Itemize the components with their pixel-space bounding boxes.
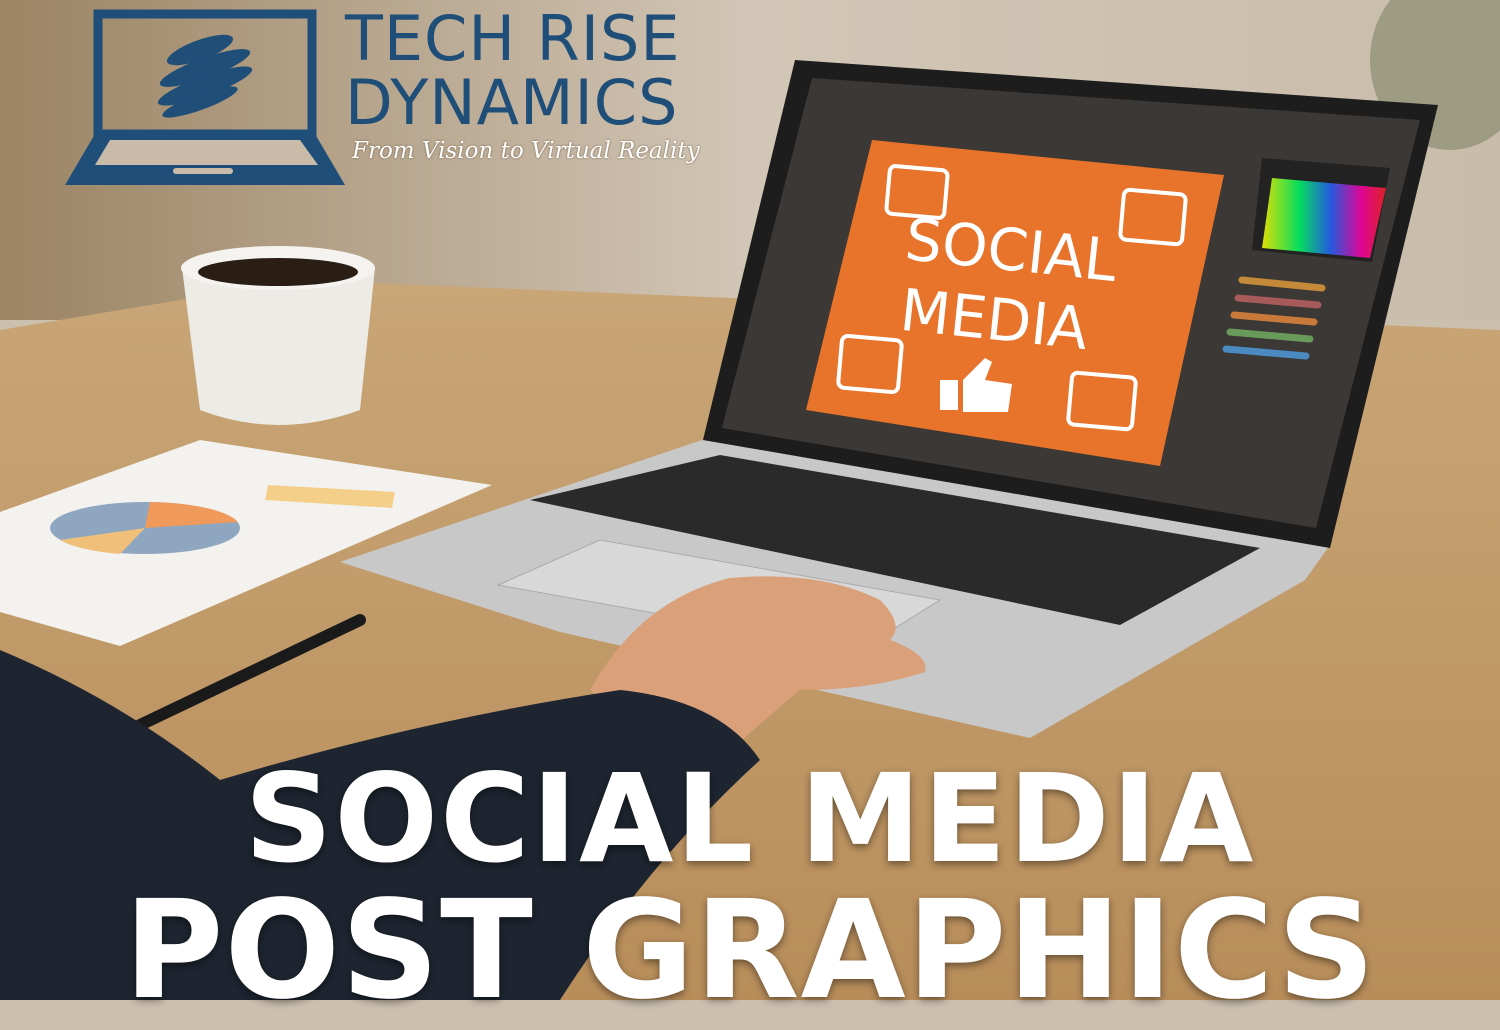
laptop (340, 60, 1438, 738)
keyboard (530, 455, 1260, 625)
pen (134, 614, 366, 731)
logo-line-2: DYNAMICS (345, 66, 679, 139)
sleeve (0, 650, 760, 1000)
thumbs-up-icon (940, 358, 1012, 412)
share-icon (1066, 370, 1138, 432)
user-icon (1118, 187, 1188, 247)
coffee-cup (181, 246, 375, 425)
headline-line-2: POST GRAPHICS (123, 872, 1377, 1030)
logo-laptop-icon (65, 9, 345, 185)
headline-line-1: SOCIAL MEDIA (244, 748, 1256, 890)
logo-tagline: From Vision to Virtual Reality (352, 138, 700, 164)
users-icon (884, 164, 950, 220)
heart-icon (836, 333, 904, 395)
logo-line-1: TECH RISE (345, 2, 681, 75)
color-picker (1262, 178, 1386, 258)
report-paper (0, 440, 492, 646)
photo-scene: SOCIAL MEDIA (0, 0, 1500, 1000)
